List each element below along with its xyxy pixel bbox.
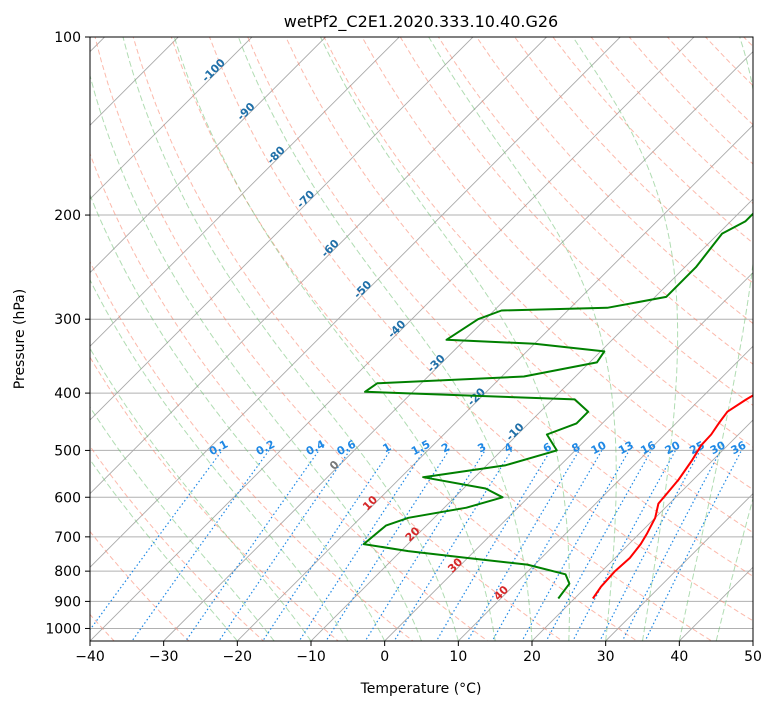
- isotherm-line: [0, 10, 58, 653]
- dewpoint-profile-line: [362, 212, 753, 600]
- mixing-ratio-line: [262, 450, 391, 641]
- moist-adiabat: [90, 193, 386, 641]
- mixing-ratio-line: [521, 450, 630, 641]
- x-tick-label: −10: [296, 649, 326, 665]
- moist-adiabat: [173, 37, 496, 641]
- y-tick-label: 500: [54, 443, 81, 459]
- dry-adiabat: [90, 530, 190, 641]
- mixing-ratio-line: [298, 450, 425, 641]
- x-tick-label: 50: [744, 649, 762, 665]
- skewed-isotherms: [0, 10, 753, 653]
- chart-title: wetPf2_C2E1.2020.333.10.40.G26: [284, 12, 558, 32]
- isotherm-line: [90, 37, 474, 421]
- isotherm-line: [90, 37, 621, 568]
- dry-adiabat: [94, 37, 564, 641]
- mixing-ratio-line: [393, 450, 513, 641]
- mixing-ratio-label: 10: [589, 438, 609, 457]
- y-tick-label: 1000: [45, 621, 81, 637]
- moist-adiabat: [122, 37, 459, 641]
- mixing-ratio-label: 13: [616, 439, 636, 458]
- dry-adiabat: [132, 37, 638, 641]
- mixing-ratio-line: [90, 450, 223, 631]
- x-tick-label: 0: [380, 649, 389, 665]
- mixing-ratio-line: [218, 450, 351, 641]
- mixing-ratio-line: [466, 450, 580, 641]
- isotherm-line: [90, 37, 400, 347]
- moist-adiabat: [90, 406, 275, 641]
- moist-adiabat: [320, 37, 571, 641]
- mixing-ratio-line: [131, 450, 270, 641]
- dry-adiabat: [90, 260, 414, 641]
- x-tick-label: 30: [597, 649, 615, 665]
- y-tick-label: 800: [54, 564, 81, 580]
- mixing-ratio-line: [435, 450, 552, 641]
- isotherm-line: [90, 37, 179, 126]
- x-tick-label: 10: [449, 649, 467, 665]
- moist-adiabat: [90, 347, 312, 641]
- dry-adiabat: [361, 37, 753, 448]
- dry-adiabat: [170, 37, 713, 641]
- x-tick-label: −30: [149, 649, 179, 665]
- dry-adiabat: [90, 445, 265, 641]
- isotherm-line: [90, 37, 253, 200]
- x-axis-label: Temperature (°C): [360, 681, 482, 697]
- mixing-ratio-label: 36: [729, 438, 749, 457]
- y-tick-label: 100: [54, 30, 81, 46]
- moist-adiabat: [237, 37, 533, 641]
- plot-frame: [89, 36, 754, 642]
- dry-adiabats: [90, 10, 775, 653]
- x-tick-label: −40: [75, 649, 105, 665]
- mixing-ratio-label: 16: [638, 438, 658, 457]
- isotherm-line: [90, 37, 695, 641]
- isotherm-line: [604, 492, 753, 641]
- dry-adiabat: [755, 10, 775, 653]
- dry-adiabat: [476, 37, 753, 325]
- isotherm-line: [90, 37, 327, 274]
- profile-series: [362, 212, 753, 600]
- mixing-ratio-label: 30: [708, 438, 728, 457]
- temperature-profile-line: [592, 394, 753, 600]
- x-tick-label: −20: [223, 649, 253, 665]
- isotherm-line: [531, 419, 753, 641]
- mixing-ratio-line: [364, 450, 486, 641]
- mixing-ratio-line: [572, 450, 677, 641]
- y-tick-label: 200: [54, 208, 81, 224]
- dry-adiabat: [514, 37, 753, 284]
- y-tick-label: 900: [54, 594, 81, 610]
- y-tick-label: 400: [54, 386, 81, 402]
- isotherm-line: [383, 271, 753, 641]
- moist-adiabat: [90, 458, 238, 641]
- y-tick-label: 300: [54, 312, 81, 328]
- isotherm-line: [236, 124, 753, 641]
- dry-adiabat: [399, 37, 753, 407]
- mixing-ratio-line: [325, 450, 450, 641]
- y-tick-label: 600: [54, 490, 81, 506]
- moist-adiabat: [90, 73, 422, 641]
- mixing-ratio-label: 20: [663, 438, 683, 457]
- y-tick-label: 700: [54, 530, 81, 546]
- x-tick-label: 40: [670, 649, 688, 665]
- isotherm-line: [90, 37, 548, 495]
- isotherm-line: [457, 345, 753, 641]
- y-axis-label: Pressure (hPa): [12, 289, 28, 389]
- x-tick-label: 20: [523, 649, 541, 665]
- moist-adiabat: [428, 37, 617, 641]
- axes: −40 −30 −20 −10 0 10 20 30 40 50 100 200 300 400 500 60…: [45, 30, 762, 665]
- mixing-ratio-line: [545, 450, 652, 641]
- dry-adiabat: [247, 37, 753, 577]
- mixing-ratio-lines: [90, 450, 743, 641]
- dry-adiabat: [90, 356, 339, 641]
- dry-adiabat: [285, 37, 753, 534]
- moist-adiabat: [678, 37, 753, 641]
- isotherm-line: [310, 198, 753, 641]
- dry-adiabat: [208, 37, 753, 622]
- isotherm-line: [162, 50, 753, 641]
- moist-adiabat: [572, 37, 679, 641]
